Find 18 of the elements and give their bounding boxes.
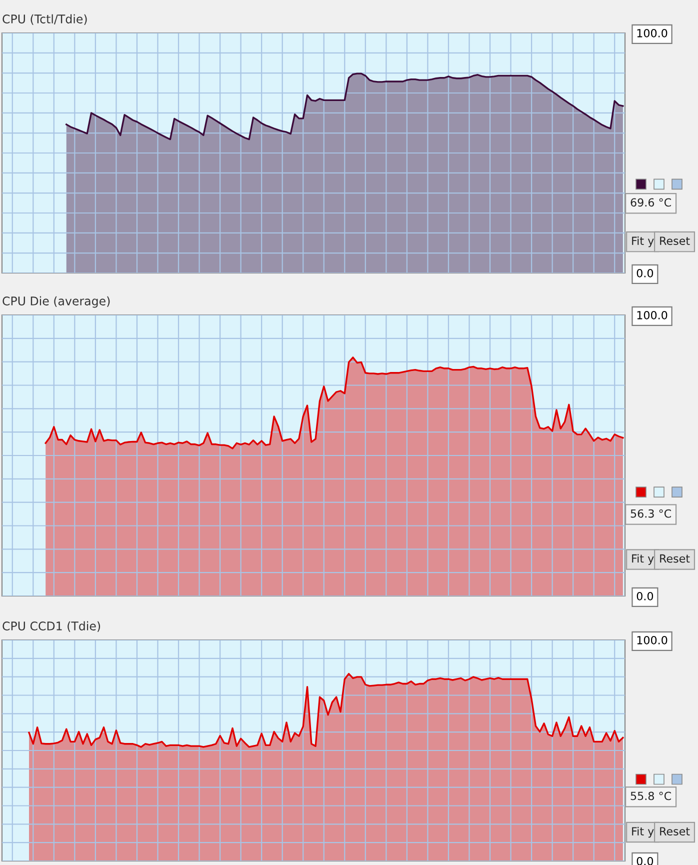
text: 55.8 °C — [630, 792, 671, 800]
y-tick-label: 0.0 — [636, 268, 654, 278]
text: 56.3 °C — [630, 509, 671, 518]
text: Fit y — [632, 554, 654, 565]
text: Reset — [660, 554, 690, 563]
y-tick-label: 0.0 — [636, 856, 654, 865]
text: Fit y — [632, 236, 654, 248]
chart-title: CPU CCD1 (Tdie) — [2, 621, 100, 632]
y-tick-label: 100.0 — [637, 636, 668, 644]
chart-title: CPU (Tctl/Tdie) — [2, 14, 87, 25]
y-tick-label: 0.0 — [636, 592, 654, 600]
chart-title: CPU Die (average) — [2, 296, 110, 308]
text: 69.6 °C — [630, 198, 671, 207]
y-tick-label: 100.0 — [637, 28, 668, 38]
y-tick-label: 100.0 — [637, 310, 668, 320]
text: Reset — [660, 827, 690, 836]
text: Reset — [660, 236, 690, 246]
text: Fit y — [632, 826, 654, 838]
